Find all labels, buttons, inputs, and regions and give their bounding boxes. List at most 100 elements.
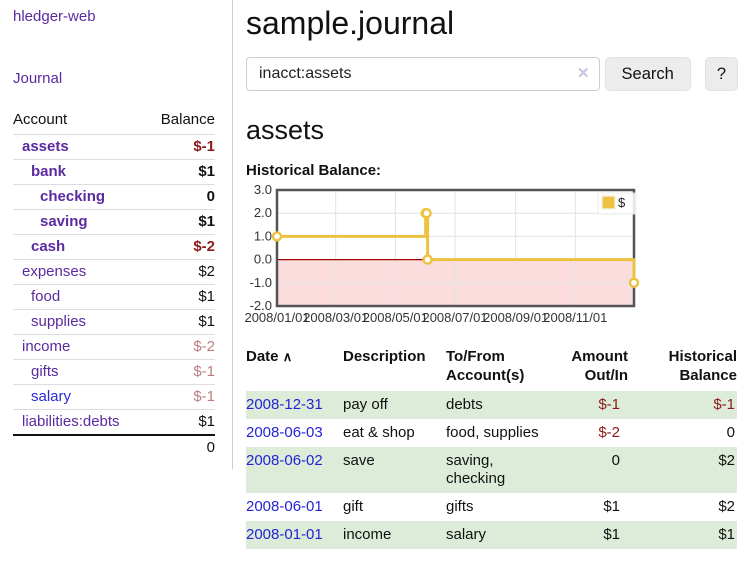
chart-legend: $	[597, 192, 637, 215]
account-row: food $1	[13, 284, 215, 309]
transaction-accounts: saving, checking	[446, 452, 506, 487]
register-header-amount: Amount Out/In	[571, 348, 628, 384]
transaction-accounts: gifts	[446, 498, 474, 515]
page-title: sample.journal	[246, 5, 455, 41]
account-link[interactable]: assets	[22, 138, 69, 155]
transaction-amount: $1	[603, 498, 620, 515]
account-link[interactable]: saving	[40, 213, 88, 230]
account-row: income $-2	[13, 334, 215, 359]
table-row: 2008-06-02 save saving, checking 0 $2	[246, 447, 737, 493]
sidebar-item-journal[interactable]: Journal	[13, 70, 63, 87]
transaction-date-link[interactable]: 2008-12-31	[246, 396, 323, 413]
svg-text:2.0: 2.0	[254, 205, 272, 220]
app-brand-link[interactable]: hledger-web	[13, 8, 96, 25]
account-row: assets $-1	[13, 134, 215, 159]
accounts-total-value: 0	[206, 439, 215, 456]
svg-text:2008/09/01: 2008/09/01	[483, 310, 548, 325]
account-balance: $1	[198, 213, 215, 230]
transaction-date-link[interactable]: 2008-06-02	[246, 452, 323, 469]
account-link[interactable]: supplies	[31, 313, 87, 330]
account-link[interactable]: liabilities:debts	[22, 413, 120, 430]
account-balance: $-2	[193, 338, 215, 355]
account-row: checking 0	[13, 184, 215, 209]
transaction-date-link[interactable]: 2008-01-01	[246, 526, 323, 543]
transaction-amount: $-2	[598, 424, 620, 441]
transaction-balance: $1	[718, 526, 735, 543]
account-link[interactable]: expenses	[22, 263, 87, 280]
svg-text:2008/07/01: 2008/07/01	[422, 310, 487, 325]
transaction-description: income	[343, 526, 392, 543]
register-header-balance: Historical Balance	[668, 348, 737, 384]
accounts-header-balance: Balance	[160, 111, 215, 128]
transaction-description: eat & shop	[343, 424, 415, 441]
svg-text:2008/01/01: 2008/01/01	[244, 310, 309, 325]
search-input[interactable]	[246, 57, 600, 91]
account-row: cash $-2	[13, 234, 215, 259]
plot-border	[275, 188, 636, 308]
account-balance: $-1	[193, 138, 215, 155]
table-row: 2008-06-03 eat & shop food, supplies $-2 0	[246, 419, 737, 447]
transaction-amount: $-1	[598, 396, 620, 413]
table-row: 2008-06-01 gift gifts $1 $2	[246, 493, 737, 521]
svg-text:1.0: 1.0	[254, 228, 272, 243]
svg-text:2008/03/01: 2008/03/01	[303, 310, 368, 325]
account-row: liabilities:debts $1	[13, 409, 215, 434]
data-point-marker	[271, 231, 283, 242]
account-link[interactable]: bank	[31, 163, 67, 180]
account-balance: $-1	[193, 388, 215, 405]
transaction-date-link[interactable]: 2008-06-03	[246, 424, 323, 441]
legend-swatch	[601, 195, 616, 210]
transaction-description: pay off	[343, 396, 388, 413]
account-heading: assets	[246, 115, 325, 145]
transaction-description: save	[343, 452, 375, 469]
transaction-amount: 0	[611, 452, 620, 469]
transaction-accounts: debts	[446, 396, 483, 413]
data-point-marker	[628, 277, 640, 289]
account-link[interactable]: cash	[31, 238, 66, 255]
svg-text:2008/11/01: 2008/11/01	[543, 310, 607, 325]
accounts-rows: assets $-1 bank $1 checking 0 saving $1 cash $-2 e…	[13, 134, 215, 434]
sort-asc-icon: ∧	[282, 349, 293, 364]
register-header-row: Date ∧ Description To/From Account(s) Am…	[246, 345, 737, 391]
accounts-table-header: Account Balance	[13, 108, 215, 134]
account-row: saving $1	[13, 209, 215, 234]
transaction-accounts: salary	[446, 526, 487, 543]
account-row: salary $-1	[13, 384, 215, 409]
transaction-description: gift	[343, 498, 364, 515]
svg-text:-2.0: -2.0	[250, 298, 272, 313]
account-row: bank $1	[13, 159, 215, 184]
table-row: 2008-12-31 pay off debts $-1 $-1	[246, 391, 737, 419]
account-row: gifts $-1	[13, 359, 215, 384]
sidebar: hledger-web Journal Account Balance asse…	[0, 0, 233, 469]
transaction-balance: $2	[718, 498, 735, 515]
account-link[interactable]: checking	[40, 188, 106, 205]
account-balance: $1	[198, 163, 215, 180]
account-link[interactable]: gifts	[31, 363, 59, 380]
account-link[interactable]: income	[22, 338, 71, 355]
account-row: expenses $2	[13, 259, 215, 284]
account-balance: $1	[198, 413, 215, 430]
accounts-total-row: 0	[13, 434, 215, 459]
historical-balance-chart: $3.0 2.0 1.0 0.0 -1.0 -2.0 2008/01/01 2008/03/0…	[244, 182, 738, 326]
account-link[interactable]: salary	[31, 388, 72, 405]
register-header-date[interactable]: Date ∧	[246, 348, 293, 365]
svg-text:0.0: 0.0	[254, 252, 272, 267]
accounts-table: Account Balance assets $-1 bank $1 checking 0…	[13, 108, 215, 459]
register-table: Date ∧ Description To/From Account(s) Am…	[246, 345, 737, 549]
search-button[interactable]: Search	[604, 57, 691, 91]
help-button[interactable]: ?	[704, 57, 738, 91]
account-balance: $1	[198, 288, 215, 305]
account-link[interactable]: food	[31, 288, 61, 305]
svg-text:2008/05/01: 2008/05/01	[363, 310, 428, 325]
legend-label: $	[618, 195, 626, 210]
main-content: sample.journal ✕ Search ? assets Histori…	[244, 0, 738, 549]
register-header-accounts: To/From Account(s)	[446, 348, 525, 384]
transaction-date-link[interactable]: 2008-06-01	[246, 498, 323, 515]
account-balance: 0	[206, 188, 215, 205]
transaction-accounts: food, supplies	[446, 424, 539, 441]
clear-search-icon[interactable]: ✕	[576, 65, 590, 82]
transaction-amount: $1	[603, 526, 620, 543]
chart-heading: Historical Balance:	[246, 162, 382, 179]
transaction-balance: $2	[718, 452, 735, 469]
accounts-header-account: Account	[13, 111, 68, 128]
